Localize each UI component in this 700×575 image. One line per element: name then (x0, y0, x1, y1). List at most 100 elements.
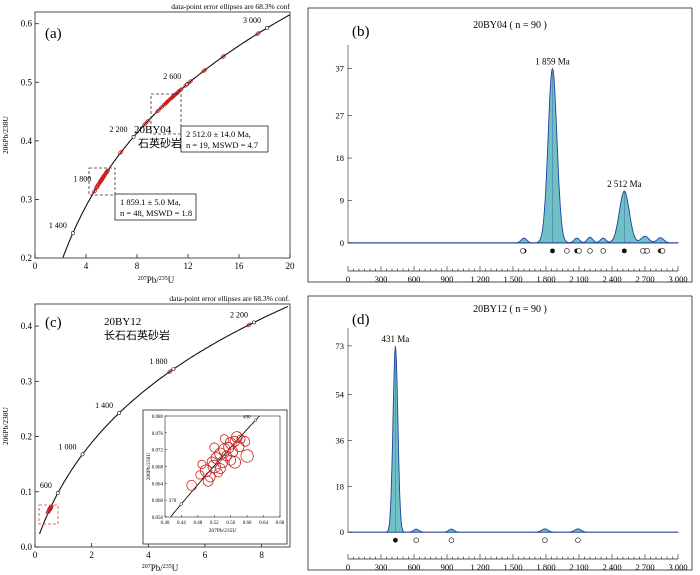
peak-labels-group: 1 859 Ma 2 512 Ma (535, 57, 641, 189)
x-tick-label: 0 (33, 550, 38, 560)
inset-x-tick-label: 0.68 (276, 521, 285, 526)
concordia-age-marker (131, 135, 136, 139)
age-marker-dot (621, 248, 627, 254)
concordia-age-label: 2 200 (230, 310, 248, 319)
concordia-age-label: 2 200 (110, 125, 128, 134)
y-tick-label: 27 (336, 111, 345, 121)
y-tick-label: 0.4 (21, 321, 33, 331)
axis-ticks-group: 0 300 600 900 1 200 1 500 1 800 2 100 2 400 2 700… (336, 328, 688, 572)
x-axis-label: 207Pb/235U (142, 563, 179, 573)
y-tick-label: 18 (336, 153, 345, 163)
x-label-sup2: 235 (163, 564, 172, 570)
y-tick-label: 9 (340, 195, 344, 205)
peak-label: 431 Ma (382, 334, 410, 344)
concordia-plot-20BY12: data-point error ellipses are 68.3% conf… (1, 294, 291, 573)
x-tick-label: 0 (33, 261, 38, 271)
concordia-age-marker (252, 320, 256, 325)
concordia-age-label: 1 400 (95, 401, 113, 410)
y-tick-label: 0.3 (21, 376, 33, 386)
concordia-age-marker (171, 367, 176, 372)
inset-ellipse (219, 434, 230, 445)
age-marker-circle (575, 537, 581, 543)
inset-ellipse (236, 434, 246, 444)
inset-x-tick-label: 0.44 (177, 521, 186, 526)
inset-ellipse (224, 437, 237, 450)
annotation-2512-line2: n = 19, MSWD = 4.7 (186, 140, 258, 150)
kde-area (347, 67, 679, 244)
data-ellipse (178, 87, 184, 92)
x-tick-label: 300 (375, 274, 388, 284)
inset-ellipse (199, 464, 213, 477)
plot-frame (34, 303, 291, 548)
inset-y-tick-label: 0.064 (152, 482, 164, 487)
axis-ticks-group: 0 300 600 900 1 200 1 500 1 800 2 100 2 400 2 700… (336, 45, 688, 284)
y-tick-label: 73 (336, 341, 345, 351)
x-tick-label: 900 (441, 562, 454, 572)
data-ellipse (176, 88, 182, 94)
x-label-sup1: 207 (142, 564, 151, 570)
concordia-curve-group: 600 1 000 1 400 1 800 2 200 (38, 306, 289, 535)
x-tick-label: 2 100 (569, 274, 588, 284)
concordia-age-marker (55, 491, 60, 496)
peak-label: 1 859 Ma (535, 57, 570, 67)
age-kde-plot-20BY12: (d) 20BY12 ( n = 90 ) 0 300 600 900 1 200 1 5… (307, 295, 693, 572)
concordia-age-label: 1 800 (73, 174, 91, 183)
y-tick-label: 0.6 (21, 19, 33, 29)
data-ellipse (144, 118, 151, 124)
kde-area (347, 346, 679, 533)
x-tick-label: 8 (259, 550, 264, 560)
inset-ellipse (229, 435, 240, 447)
x-tick-label: 2 (89, 550, 94, 560)
inset-x-tick-label: 0.52 (210, 521, 219, 526)
x-tick-label: 1 500 (503, 562, 522, 572)
inset-age-label: 370 (169, 499, 177, 504)
data-ellipse (255, 31, 261, 36)
concordia-age-label: 1 800 (149, 357, 167, 366)
x-tick-label: 6 (203, 550, 208, 560)
y-tick-label: 0.5 (21, 77, 33, 87)
age-marker-circle (564, 248, 570, 254)
concordia-age-marker (70, 231, 75, 235)
x-tick-label: 2 700 (635, 562, 654, 572)
panel-label: (a) (45, 26, 62, 42)
data-ellipse (220, 54, 226, 59)
inset-y-tick-label: 0.068 (152, 466, 164, 471)
sample-name: 20BY04 (134, 124, 172, 136)
inset-y-tick-label: 0.076 (152, 432, 164, 437)
inset-ellipse (197, 459, 207, 469)
inset-ellipse (240, 435, 251, 447)
x-tick-label: 16 (235, 261, 245, 271)
annotation-2512-line1: 2 512.0 ± 14.0 Ma, (186, 129, 251, 139)
concordia-age-label: 2 600 (163, 72, 181, 81)
inset-ellipse (231, 431, 243, 443)
x-label-main: Pb/ (151, 563, 164, 573)
x-label-end: U (172, 563, 179, 573)
peak-labels-group: 431 Ma (382, 334, 410, 344)
sample-name: 20BY12 (104, 316, 141, 328)
plot-frame (34, 11, 291, 259)
concordia-curve (38, 306, 289, 535)
data-ellipse (48, 504, 54, 510)
plot-title: 20BY04 ( n = 90 ) (473, 20, 547, 31)
inset-ellipse (209, 442, 220, 453)
concordia-curve (62, 14, 290, 258)
kde-area-group (347, 67, 679, 254)
annotation-1859-line2: n = 48, MSWD = 1.8 (120, 208, 192, 218)
inset-age-label: 490 (243, 415, 251, 420)
inset-ellipse (215, 463, 226, 475)
data-ellipse (187, 79, 193, 85)
kde-area-group (347, 345, 679, 543)
concordia-age-label: 600 (40, 481, 52, 490)
x-tick-label: 2 100 (569, 562, 588, 572)
x-tick-label: 2 400 (602, 562, 621, 572)
panel-label: (b) (352, 24, 370, 40)
inset-age-marker (179, 502, 183, 506)
x-label-main: Pb/ (147, 275, 160, 285)
inset-plot: 370 490 0.40 0.44 0.48 0.52 0.56 0.60 0.64 0.68 0.… (142, 409, 288, 545)
y-tick-label: 54 (336, 389, 345, 399)
x-tick-label: 0 (346, 274, 350, 284)
data-ellipse (104, 169, 110, 175)
lithology-label: 石英砂岩 (138, 136, 182, 150)
y-tick-label: 0.4 (21, 136, 33, 146)
age-marker-circle (576, 248, 582, 254)
